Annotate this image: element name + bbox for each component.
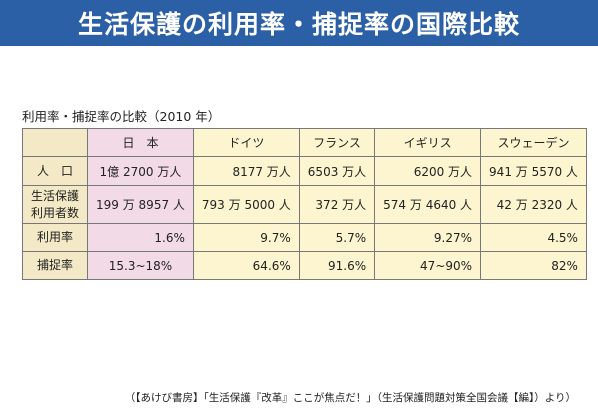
table-cell: 6200 万人 [374,156,482,186]
table-cell: 199 万 8957 人 [87,185,194,224]
table-row-welfare-users: 生活保護 利用者数 199 万 8957 人 793 万 5000 人 372 … [21,185,587,224]
table-cell: 9.7% [192,223,300,252]
row-label-usage-rate: 利用率 [21,223,89,252]
column-header-sweden: スウェーデン [480,128,587,157]
row-label-welfare-users: 生活保護 利用者数 [21,185,89,224]
row-label-line: 利用者数 [31,205,80,220]
table-cell: 91.6% [298,251,376,280]
table-subtitle: 利用率・捕捉率の比較（2010 年） [22,109,221,124]
table-cell: 9.27% [374,223,482,252]
row-label-take-up-rate: 捕捉率 [21,251,89,280]
table-cell: 82% [480,251,587,280]
comparison-table: 日 本 ドイツ フランス イギリス スウェーデン 人 口 1億 2700 万人 … [21,128,587,280]
table-cell: 6503 万人 [298,156,376,186]
header-corner-cell [21,128,89,157]
table-header-row: 日 本 ドイツ フランス イギリス スウェーデン [21,128,587,157]
table-cell: 574 万 4640 人 [374,185,482,224]
table-cell: 372 万人 [298,185,376,224]
page-title-text: 生活保護の利用率・捕捉率の国際比較 [77,10,520,39]
row-label-population: 人 口 [21,156,89,186]
column-header-france: フランス [298,128,376,157]
table-cell: 47~90% [374,251,482,280]
table-cell: 64.6% [192,251,300,280]
table-cell: 1.6% [87,223,194,252]
page-title: 生活保護の利用率・捕捉率の国際比較 [0,0,598,46]
table-cell: 793 万 5000 人 [192,185,300,224]
row-label-line: 生活保護 [31,188,80,203]
table-cell: 4.5% [480,223,587,252]
source-citation: （【あけび書房】「生活保護『改革』ここが焦点だ！」（生活保護問題対策全国会議【編… [124,392,576,404]
table-cell: 1億 2700 万人 [87,156,194,186]
table-cell: 15.3~18% [87,251,194,280]
table-row-usage-rate: 利用率 1.6% 9.7% 5.7% 9.27% 4.5% [21,223,587,252]
table-cell: 42 万 2320 人 [480,185,587,224]
table-cell: 5.7% [298,223,376,252]
column-header-germany: ドイツ [192,128,300,157]
table-cell: 8177 万人 [192,156,300,186]
table-row-population: 人 口 1億 2700 万人 8177 万人 6503 万人 6200 万人 9… [21,156,587,186]
column-header-japan: 日 本 [87,128,194,157]
table-row-take-up-rate: 捕捉率 15.3~18% 64.6% 91.6% 47~90% 82% [21,251,587,280]
table-cell: 941 万 5570 人 [480,156,587,186]
column-header-uk: イギリス [374,128,482,157]
